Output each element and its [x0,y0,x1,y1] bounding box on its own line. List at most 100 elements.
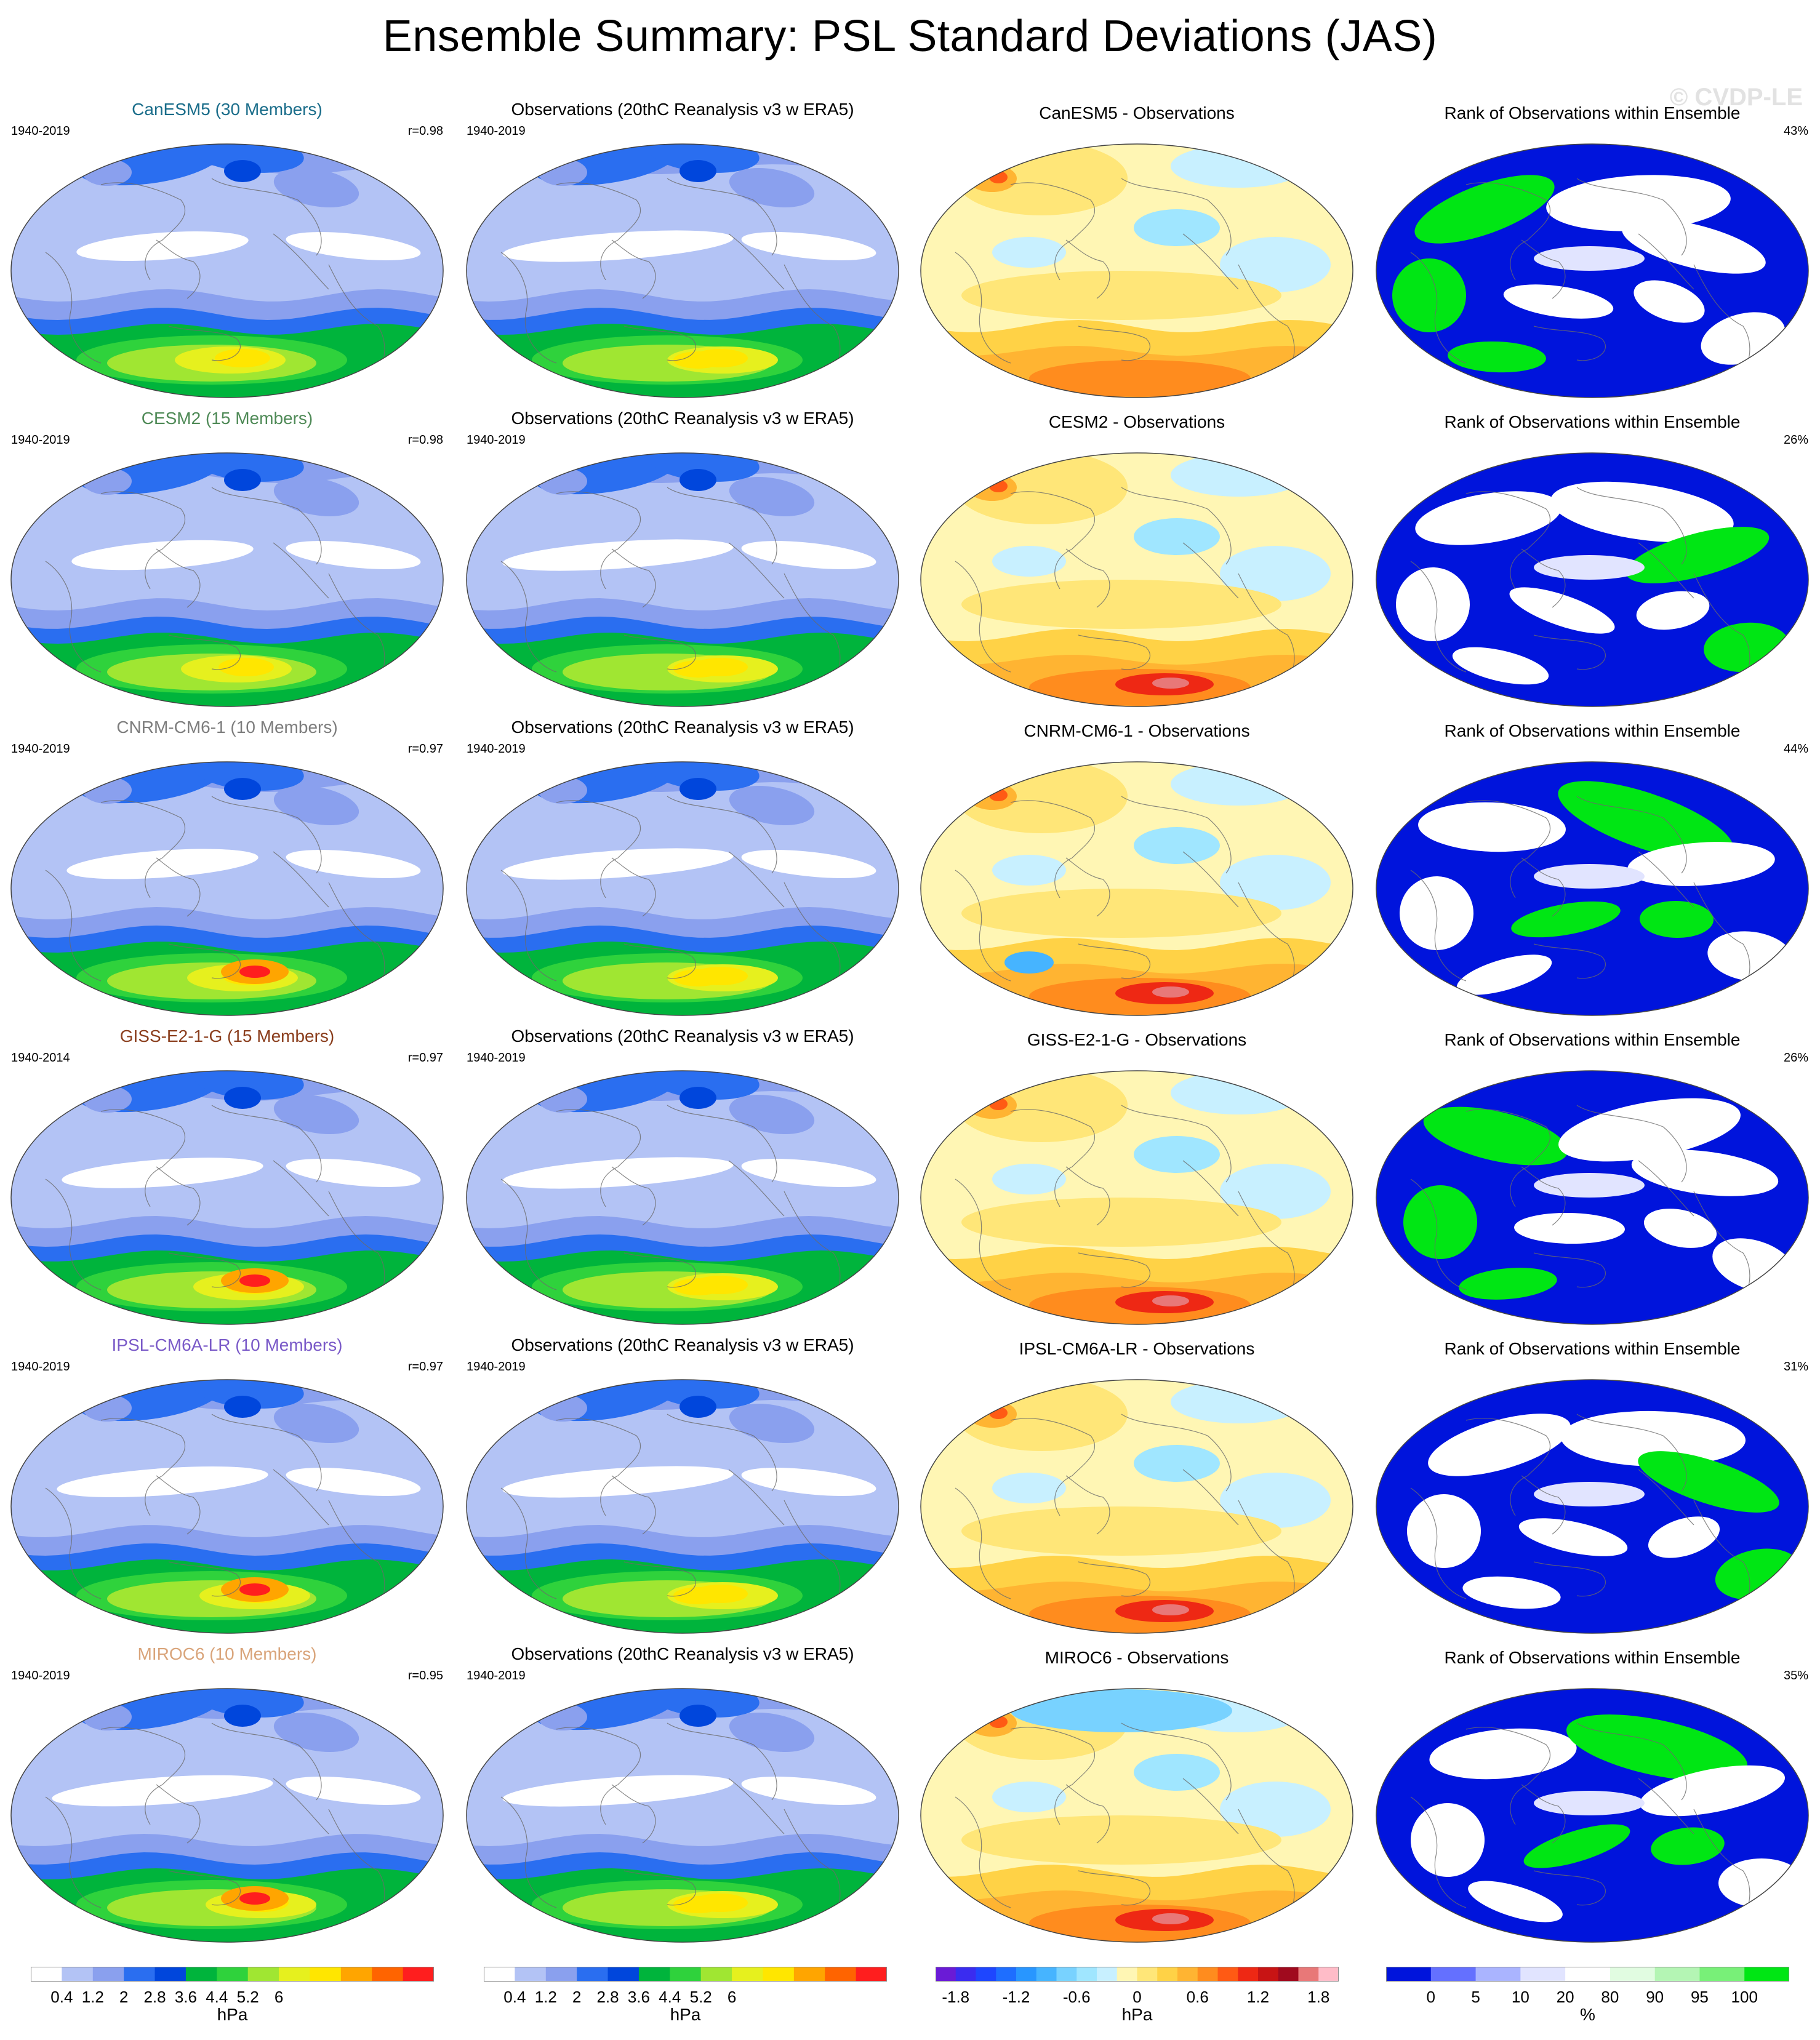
panel-title: Observations (20thC Reanalysis v3 w ERA5… [511,718,854,737]
obs-map [466,1688,899,1943]
panel-rank-row5: Rank of Observations within Ensemble 31% [1365,1333,1819,1641]
colorbar-swatch [154,1967,186,1982]
rank-map [1376,452,1809,707]
colorbar-tick-label: 0.4 [503,1988,526,2006]
colorbar-swatches [31,1967,435,1982]
panel-diff-row4: GISS-E2-1-G - Observations [910,1024,1364,1332]
model-map [10,143,444,398]
colorbar-swatch [372,1967,404,1982]
colorbar-tick-label: 5 [1471,1988,1480,2006]
colorbar-swatch [217,1967,249,1982]
colorbar-unit: hPa [670,2005,701,2024]
period-label: 1940-2014 [11,1051,70,1065]
colorbar-swatch [1744,1967,1790,1982]
colorbar-swatch [1654,1967,1700,1982]
model-map [10,452,444,707]
panel-title: CanESM5 (30 Members) [132,100,323,119]
obs-map [466,761,899,1016]
colorbar-swatch [955,1967,976,1982]
colorbar-tick-label: -0.6 [1062,1988,1091,2006]
period-label: 1940-2019 [11,124,70,138]
panel-title: CESM2 - Observations [1048,412,1225,431]
colorbar-swatch [1430,1967,1477,1982]
panel-obs-row5: Observations (20thC Reanalysis v3 w ERA5… [455,1333,910,1641]
colorbar-swatch [670,1967,702,1982]
period-label: 1940-2019 [11,433,70,447]
panel-title: CESM2 (15 Members) [141,409,313,428]
colorbar-swatch [1610,1967,1656,1982]
model-map [10,1070,444,1325]
colorbar-tick-label: 4.4 [659,1988,681,2006]
period-label: 1940-2019 [467,1669,526,1682]
panel-title: GISS-E2-1-G - Observations [1027,1030,1247,1049]
colorbar-tick-label: 80 [1601,1988,1619,2006]
colorbar-tick-label: 2 [572,1988,582,2006]
colorbar-swatch [1056,1967,1077,1982]
rank-percent: 31% [1783,1360,1808,1374]
colorbar-swatch [825,1967,857,1982]
period-label: 1940-2019 [467,124,526,138]
colorbar-swatch [1137,1967,1158,1982]
period-label: 1940-2019 [467,433,526,447]
colorbar-swatch [996,1967,1017,1982]
panel-diff-row2: CESM2 - Observations [910,406,1364,714]
colorbar-swatch [607,1967,639,1982]
colorbar-tick-label: 2 [119,1988,129,2006]
colorbar-swatch [1076,1967,1097,1982]
colorbar-tick-label: 0.6 [1186,1988,1209,2006]
colorbar-swatch [515,1967,547,1982]
colorbar-tick-label: 2.8 [143,1988,166,2006]
colorbar-swatch [1258,1967,1279,1982]
diff-map [920,1688,1353,1943]
panel-title: Observations (20thC Reanalysis v3 w ERA5… [511,100,854,119]
colorbar-tick-label: 20 [1556,1988,1574,2006]
colorbar-tick-label: 100 [1731,1988,1758,2006]
rank-percent: 35% [1783,1669,1808,1682]
colorbar-unit: hPa [1121,2005,1153,2024]
rank-map [1376,1688,1809,1943]
colorbar-swatch [1177,1967,1198,1982]
model-map [10,1379,444,1634]
diff-map [920,452,1353,707]
colorbar-tick-label: 0 [1426,1988,1435,2006]
watermark: © CVDP-LE [1669,84,1803,111]
colorbar-tick-label: 5.2 [236,1988,259,2006]
panel-obs-row6: Observations (20thC Reanalysis v3 w ERA5… [455,1642,910,1950]
panel-model-row4: GISS-E2-1-G (15 Members) 1940-2014 r=0.97 [0,1024,454,1332]
colorbar-swatch [1278,1967,1299,1982]
colorbar-tick-label: 5.2 [689,1988,712,2006]
panel-title: MIROC6 (10 Members) [137,1644,317,1663]
colorbar-swatch [638,1967,670,1982]
colorbar-swatch [732,1967,763,1982]
panel-rank-row4: Rank of Observations within Ensemble 26% [1365,1024,1819,1332]
panel-diff-row1: CanESM5 - Observations [910,97,1364,405]
panel-title: CNRM-CM6-1 (10 Members) [116,718,338,737]
pattern-correlation: r=0.95 [407,1669,443,1682]
panel-title: Rank of Observations within Ensemble [1444,1648,1741,1667]
panel-title: IPSL-CM6A-LR (10 Members) [111,1335,343,1354]
colorbar-unit: hPa [217,2005,248,2024]
colorbar-swatch [340,1967,372,1982]
panel-title: Rank of Observations within Ensemble [1444,1339,1741,1358]
colorbar-swatch [1520,1967,1566,1982]
pattern-correlation: r=0.98 [407,124,443,138]
period-label: 1940-2019 [11,1669,70,1682]
panel-diff-row5: IPSL-CM6A-LR - Observations [910,1333,1364,1641]
pattern-correlation: r=0.97 [407,1051,443,1065]
pattern-correlation: r=0.97 [407,1360,443,1374]
panel-obs-row1: Observations (20thC Reanalysis v3 w ERA5… [455,97,910,405]
colorbar-tick-label: 3.6 [174,1988,197,2006]
panel-title: IPSL-CM6A-LR - Observations [1019,1339,1255,1358]
colorbar-4: 0 5 10 20 80 90 95 100% [1386,1967,1790,2034]
colorbar-swatches [936,1967,1339,1982]
period-label: 1940-2019 [467,1360,526,1374]
colorbar-swatch [763,1967,795,1982]
colorbar-1: 0.4 1.2 2 2.8 3.6 4.4 5.2 6 hPa [31,1967,435,2034]
panel-title: Rank of Observations within Ensemble [1444,721,1741,740]
diff-map [920,1070,1353,1325]
colorbar-swatch [577,1967,609,1982]
model-map [10,1688,444,1943]
colorbar-swatch [1238,1967,1259,1982]
rank-map [1376,1070,1809,1325]
rank-map [1376,761,1809,1016]
